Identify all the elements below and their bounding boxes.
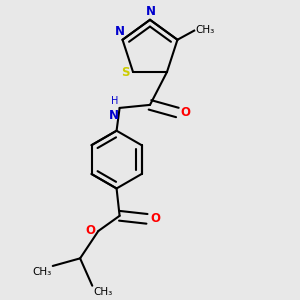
Text: N: N bbox=[115, 25, 125, 38]
Text: CH₃: CH₃ bbox=[94, 287, 113, 297]
Text: O: O bbox=[85, 224, 95, 237]
Text: O: O bbox=[180, 106, 190, 119]
Text: CH₃: CH₃ bbox=[196, 25, 215, 35]
Text: CH₃: CH₃ bbox=[32, 268, 51, 278]
Text: N: N bbox=[108, 109, 118, 122]
Text: O: O bbox=[150, 212, 160, 225]
Text: S: S bbox=[121, 65, 129, 79]
Text: N: N bbox=[146, 5, 156, 18]
Text: H: H bbox=[111, 96, 118, 106]
